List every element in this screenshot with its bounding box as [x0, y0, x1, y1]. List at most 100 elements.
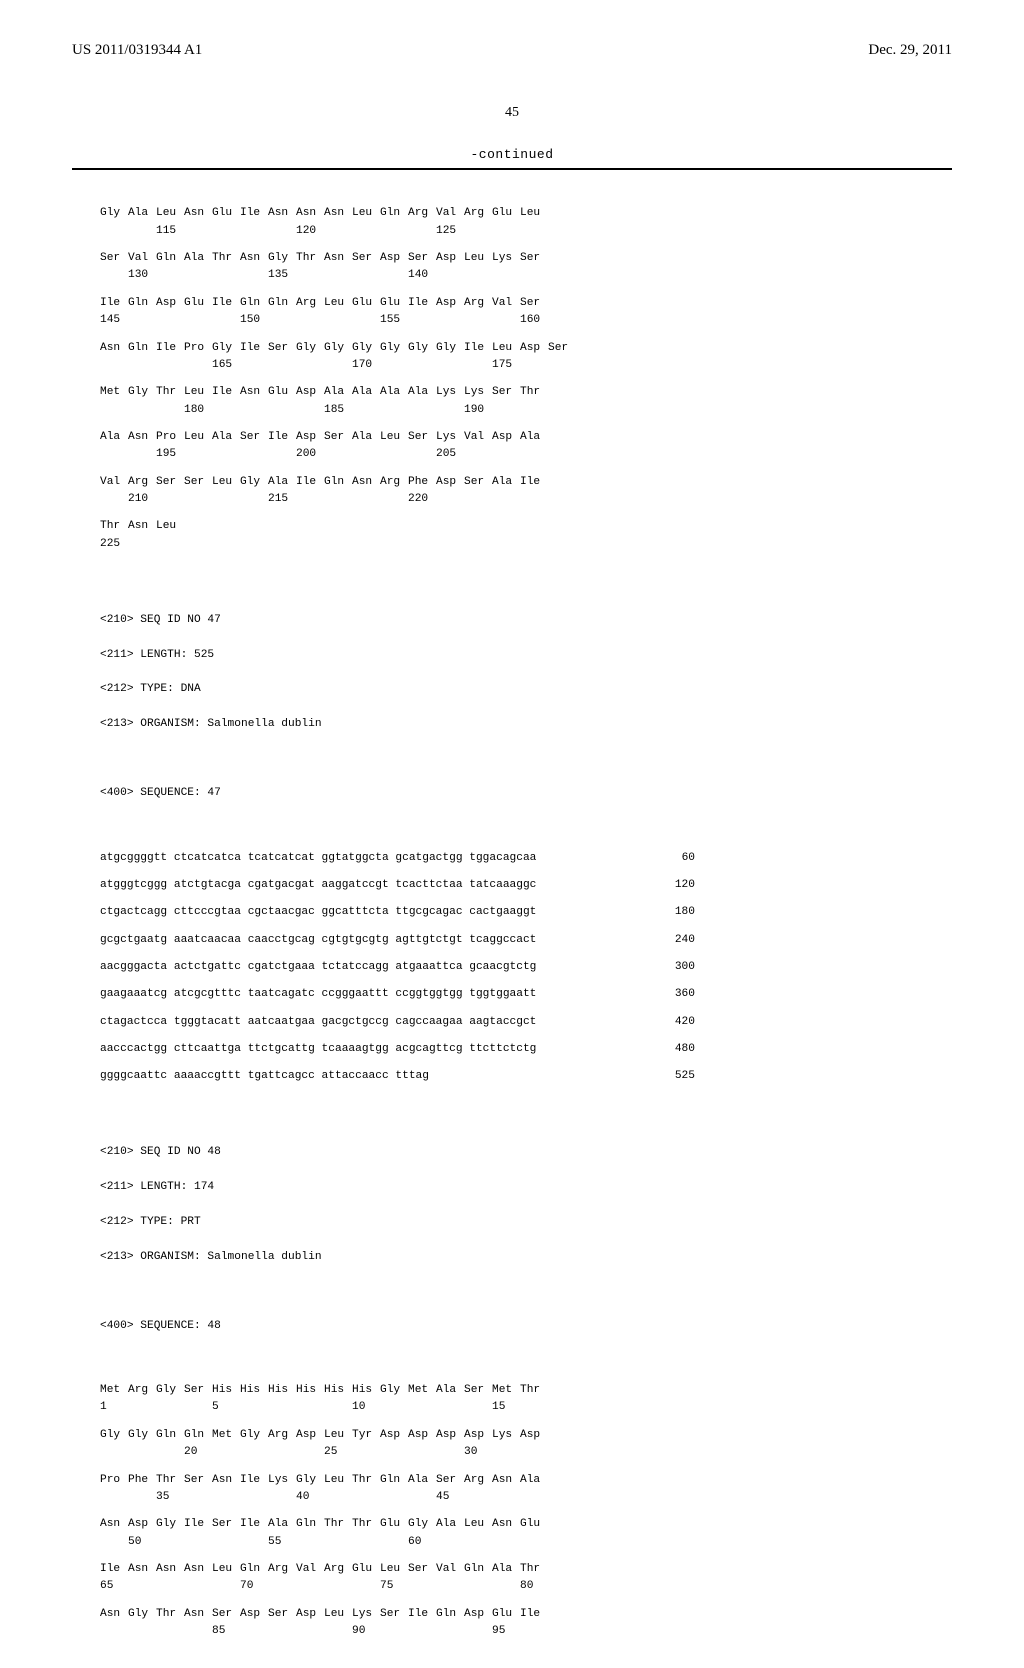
- seq47-l2: <211> LENGTH: 525: [100, 647, 924, 664]
- aa-cell: Gln: [436, 1606, 464, 1623]
- aa-num: [100, 1444, 128, 1471]
- aa-num: [436, 1623, 464, 1650]
- aa-num: 160: [520, 312, 548, 339]
- aa-num: [520, 223, 548, 250]
- aa-num: 215: [268, 491, 296, 518]
- aa-num: [464, 357, 492, 384]
- aa-num: [212, 446, 240, 473]
- aa-cell: Glu: [380, 295, 408, 312]
- aa-cell: Gln: [380, 205, 408, 222]
- aa-cell: Ile: [408, 1606, 436, 1623]
- aa-num: [184, 357, 212, 384]
- seq47-l1: <210> SEQ ID NO 47: [100, 612, 924, 629]
- aa-num: [184, 1623, 212, 1650]
- aa-cell: Gln: [156, 250, 184, 267]
- aa-cell: Glu: [352, 1561, 380, 1578]
- aa-cell: Gly: [408, 1516, 436, 1533]
- aa-num: [436, 1444, 464, 1471]
- aa-num: [156, 1578, 184, 1605]
- aa-num: [464, 312, 492, 339]
- nuc-seq: gaagaaatcg atcgcgtttc taatcagatc ccgggaa…: [100, 986, 536, 1003]
- aa-num: 140: [408, 267, 436, 294]
- aa-num: [156, 267, 184, 294]
- aa-num: 85: [212, 1623, 240, 1650]
- aa-cell: Ser: [408, 1561, 436, 1578]
- aa-num: [240, 446, 268, 473]
- aa-cell: Gly: [100, 1427, 128, 1444]
- aa-num: 45: [436, 1489, 464, 1516]
- aa-num: [380, 267, 408, 294]
- aa-num: [436, 1578, 464, 1605]
- aa-cell: Thr: [352, 1516, 380, 1533]
- aa-cell: Met: [408, 1382, 436, 1399]
- aa-cell: Ala: [184, 250, 212, 267]
- aa-cell: His: [212, 1382, 240, 1399]
- aa-num: 225: [100, 536, 128, 563]
- aa-num: [324, 1399, 352, 1426]
- nuc-seq: atgcggggtt ctcatcatca tcatcatcat ggtatgg…: [100, 850, 536, 867]
- aa-num: [212, 223, 240, 250]
- aa-num: 130: [128, 267, 156, 294]
- aa-num: [212, 1534, 240, 1561]
- aa-cell: Ala: [520, 429, 548, 446]
- aa-cell: Glu: [492, 1606, 520, 1623]
- aa-cell: Phe: [128, 1472, 156, 1489]
- aa-num: [184, 446, 212, 473]
- seq47-l3: <212> TYPE: DNA: [100, 681, 924, 698]
- aa-num: [324, 1578, 352, 1605]
- aa-cell: Ile: [240, 1472, 268, 1489]
- aa-cell: Asn: [492, 1516, 520, 1533]
- aa-cell: Gln: [268, 295, 296, 312]
- aa-num: [184, 267, 212, 294]
- aa-num: [408, 1444, 436, 1471]
- sequence-2-block: MetArgGlySerHisHisHisHisHisHisGlyMetAlaS…: [100, 1382, 924, 1650]
- aa-cell: Ala: [492, 1561, 520, 1578]
- aa-num: [128, 1399, 156, 1426]
- aa-cell: Asp: [436, 250, 464, 267]
- aa-cell: Asp: [296, 429, 324, 446]
- aa-cell: Ser: [184, 1382, 212, 1399]
- aa-cell: Ser: [520, 250, 548, 267]
- aa-num: [352, 1578, 380, 1605]
- aa-num: [240, 223, 268, 250]
- aa-num: 210: [128, 491, 156, 518]
- aa-num: [100, 1489, 128, 1516]
- aa-cell: Lys: [492, 250, 520, 267]
- aa-num: [464, 223, 492, 250]
- aa-num: [324, 223, 352, 250]
- aa-num: [128, 446, 156, 473]
- nuc-pos: 240: [675, 932, 695, 949]
- aa-cell: Asp: [296, 384, 324, 401]
- aa-cell: Val: [100, 474, 128, 491]
- aa-num: 155: [380, 312, 408, 339]
- aa-num: [408, 1578, 436, 1605]
- aa-num: [128, 357, 156, 384]
- seq47-l4: <213> ORGANISM: Salmonella dublin: [100, 716, 924, 733]
- aa-num: [520, 1534, 548, 1561]
- aa-num: [212, 1489, 240, 1516]
- aa-cell: Ser: [464, 1382, 492, 1399]
- aa-num: [408, 446, 436, 473]
- aa-cell: Val: [492, 295, 520, 312]
- aa-num: [240, 267, 268, 294]
- aa-cell: Asp: [520, 340, 548, 357]
- aa-num: [100, 267, 128, 294]
- aa-cell: Glu: [520, 1516, 548, 1533]
- aa-cell: Arg: [380, 474, 408, 491]
- aa-num: [352, 402, 380, 429]
- aa-cell: Thr: [520, 384, 548, 401]
- aa-cell: Thr: [156, 384, 184, 401]
- aa-cell: Thr: [156, 1472, 184, 1489]
- seq47-l5: <400> SEQUENCE: 47: [100, 785, 924, 802]
- aa-num: [492, 402, 520, 429]
- aa-num: [296, 1623, 324, 1650]
- nuc-seq: ctagactcca tgggtacatt aatcaatgaa gacgctg…: [100, 1014, 536, 1031]
- aa-num: [492, 491, 520, 518]
- nuc-pos: 120: [675, 877, 695, 894]
- aa-num: [156, 1623, 184, 1650]
- aa-num: [464, 1623, 492, 1650]
- aa-cell: Ala: [520, 1472, 548, 1489]
- aa-num: 165: [212, 357, 240, 384]
- aa-cell: Leu: [492, 340, 520, 357]
- nuc-seq: ggggcaattc aaaaccgttt tgattcagcc attacca…: [100, 1068, 429, 1085]
